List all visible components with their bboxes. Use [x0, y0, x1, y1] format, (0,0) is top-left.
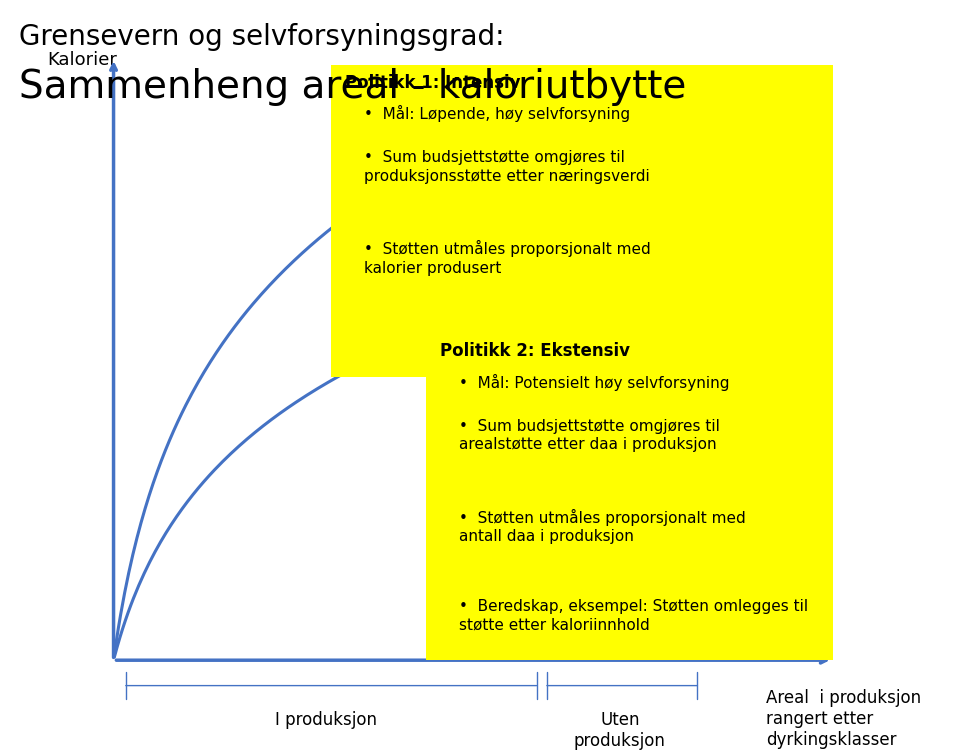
Text: •  Sum budsjettstøtte omgjøres til
produksjonsstøtte etter næringsverdi: • Sum budsjettstøtte omgjøres til produk… [364, 150, 650, 184]
Text: •  Støtten utmåles proporsjonalt med
kalorier produsert: • Støtten utmåles proporsjonalt med kalo… [364, 240, 651, 276]
Text: •  Mål: Løpende, høy selvforsyning: • Mål: Løpende, høy selvforsyning [364, 105, 631, 122]
Text: •  Støtten utmåles proporsjonalt med
antall daa i produksjon: • Støtten utmåles proporsjonalt med anta… [459, 509, 746, 544]
Text: Kalorier: Kalorier [47, 51, 117, 69]
Text: •  Beredskap, eksempel: Støtten omlegges til
støtte etter kaloriinnhold: • Beredskap, eksempel: Støtten omlegges … [459, 599, 808, 632]
Text: •  Mål: Potensielt høy selvforsyning: • Mål: Potensielt høy selvforsyning [459, 373, 730, 391]
Text: Sammenheng areal - kaloriutbytte: Sammenheng areal - kaloriutbytte [19, 68, 686, 106]
Text: Politikk 1: Intensiv: Politikk 1: Intensiv [346, 74, 521, 92]
Text: •  Sum budsjettstøtte omgjøres til
arealstøtte etter daa i produksjon: • Sum budsjettstøtte omgjøres til areals… [459, 419, 720, 452]
Text: Areal  i produksjon
rangert etter
dyrkingsklasser: Areal i produksjon rangert etter dyrking… [766, 689, 922, 749]
Text: Politikk 2: Ekstensiv: Politikk 2: Ekstensiv [440, 342, 630, 361]
Text: Grensevern og selvforsyningsgrad:: Grensevern og selvforsyningsgrad: [19, 23, 505, 51]
Text: I produksjon: I produksjon [276, 711, 377, 729]
Text: Uten
produksjon: Uten produksjon [574, 711, 665, 750]
FancyBboxPatch shape [426, 333, 832, 660]
FancyBboxPatch shape [331, 65, 832, 377]
